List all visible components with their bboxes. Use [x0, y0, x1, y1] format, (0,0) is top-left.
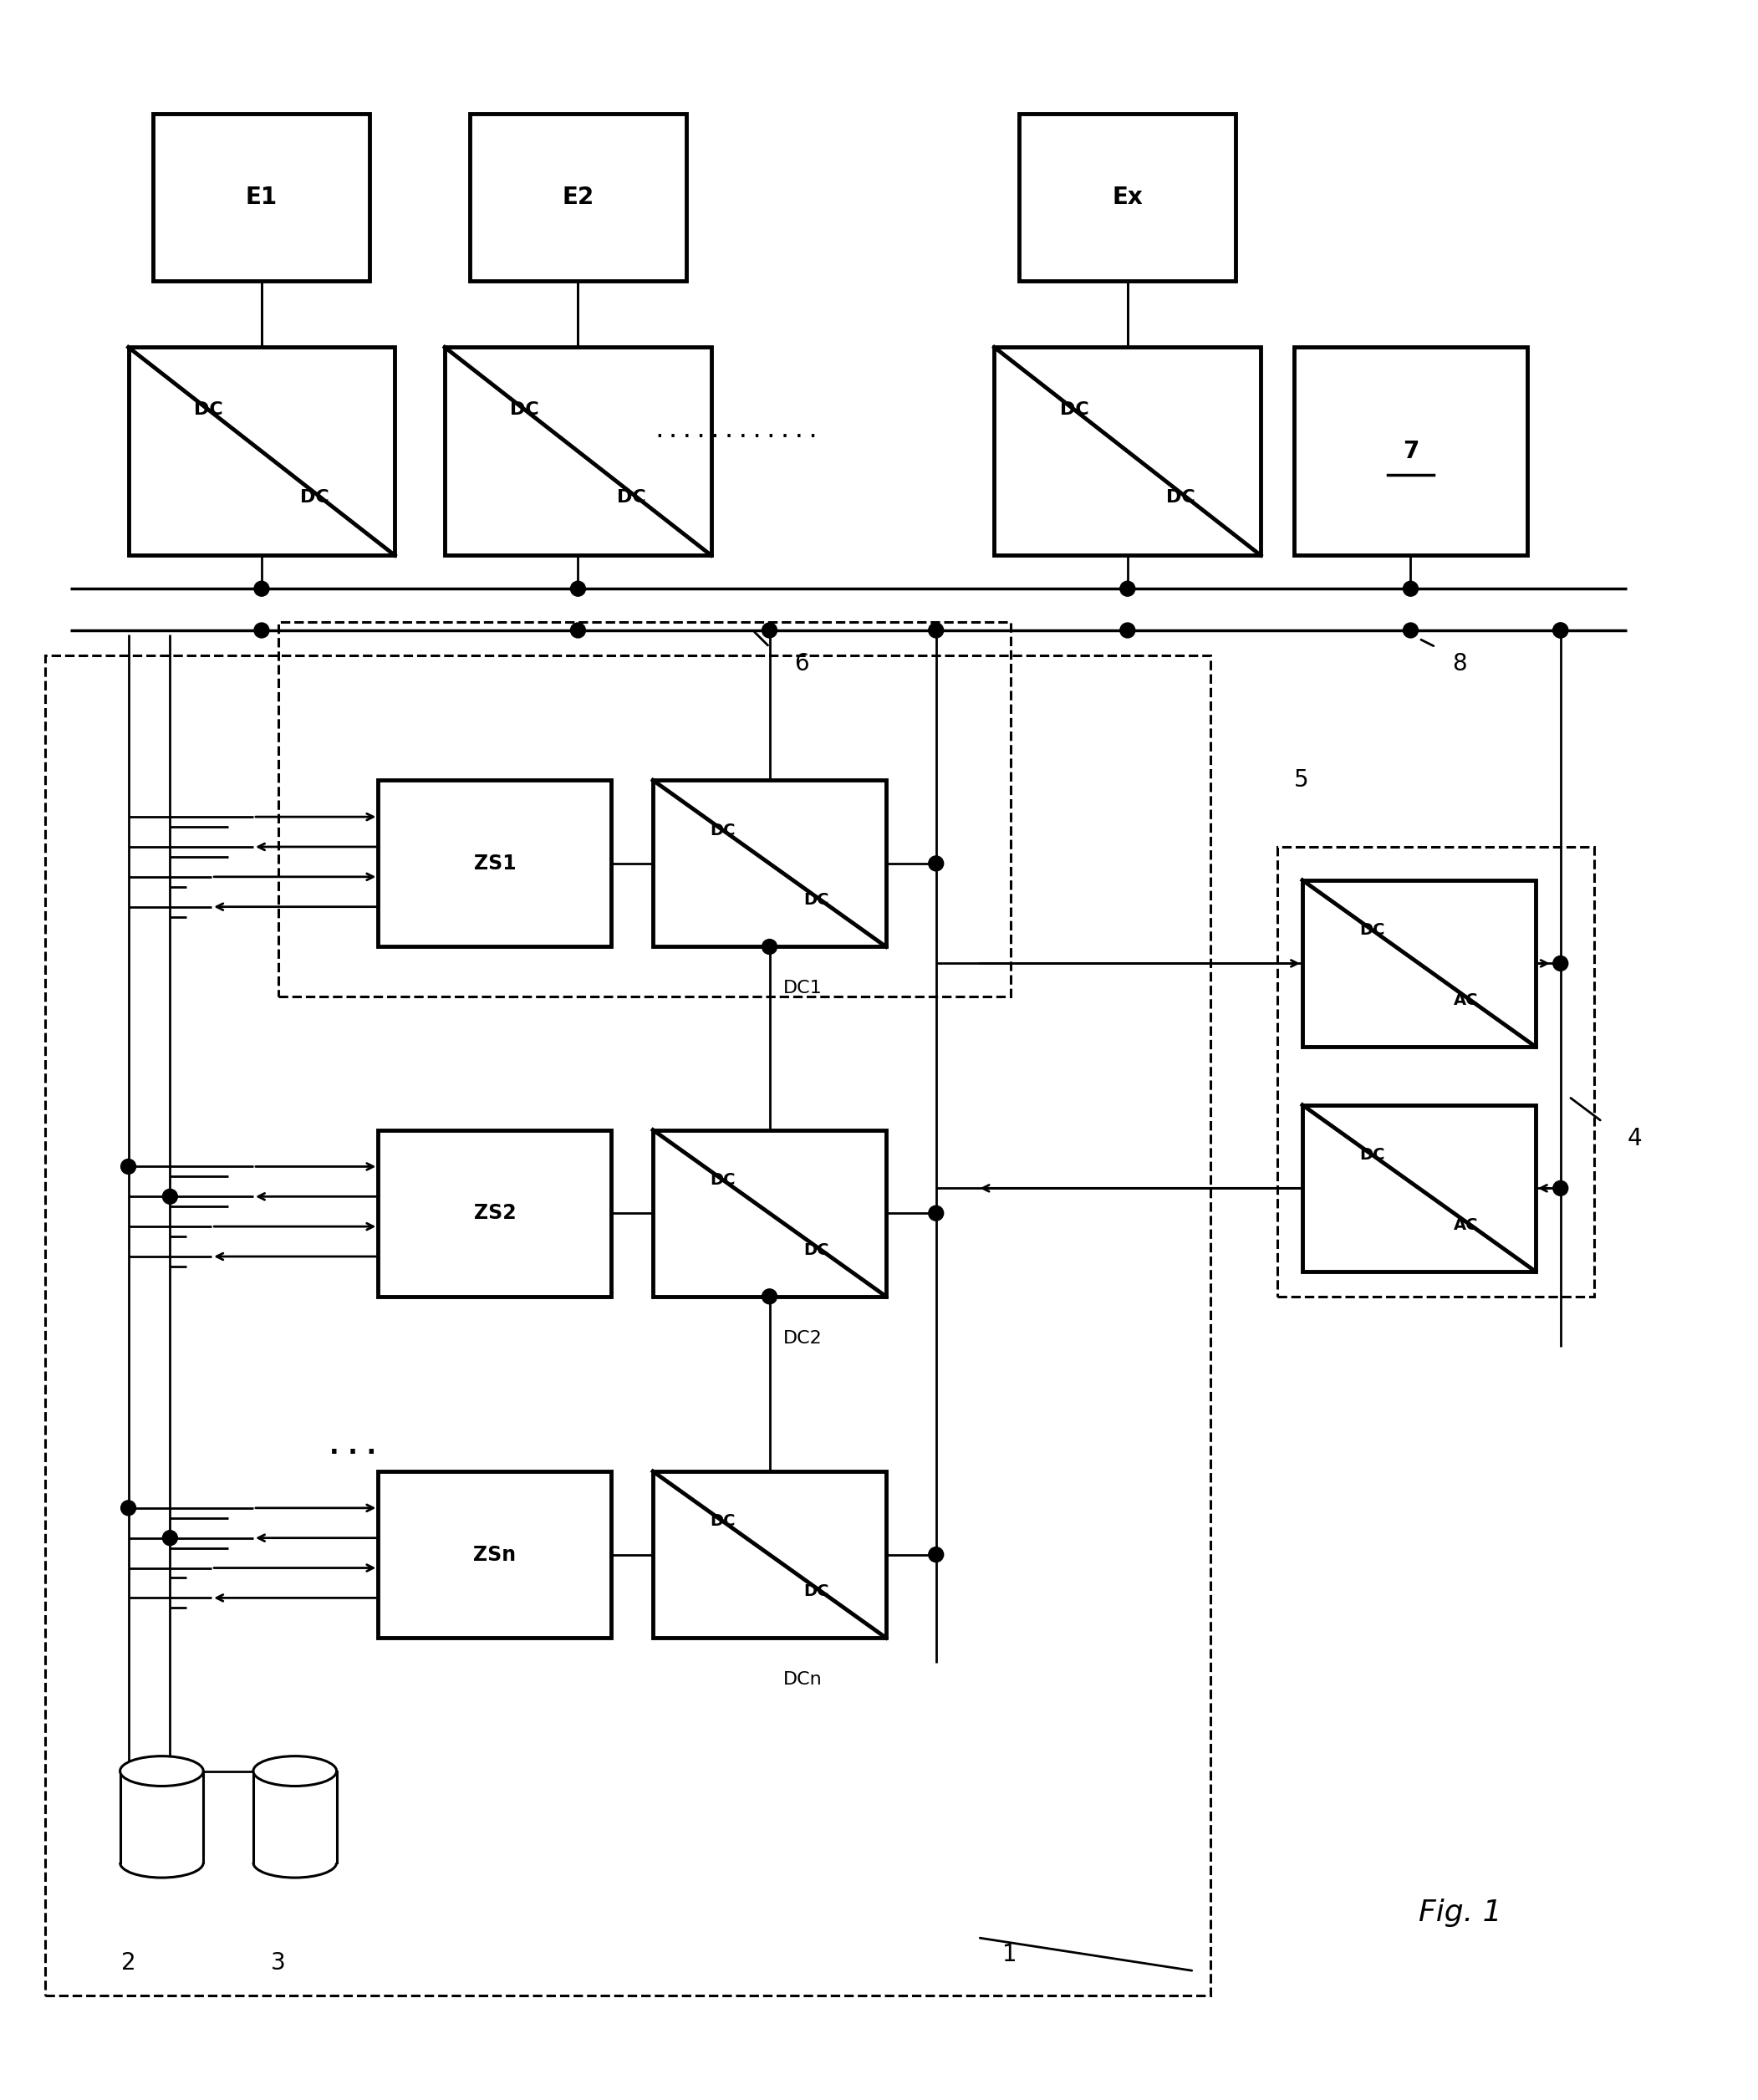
Bar: [652, 1130, 886, 1296]
Circle shape: [1403, 624, 1419, 638]
Text: 4: 4: [1628, 1126, 1642, 1151]
Text: DC2: DC2: [784, 1329, 823, 1346]
Text: E2: E2: [563, 185, 594, 210]
Circle shape: [1552, 624, 1568, 638]
Bar: [378, 781, 612, 947]
Text: DC: DC: [510, 401, 540, 418]
Text: AC: AC: [1454, 991, 1478, 1008]
Bar: [995, 346, 1260, 554]
Bar: [1303, 880, 1535, 1046]
Bar: [469, 113, 686, 281]
Text: DC: DC: [193, 401, 223, 418]
Circle shape: [1403, 582, 1419, 596]
Circle shape: [255, 582, 269, 596]
Circle shape: [571, 624, 585, 638]
Bar: [378, 1472, 612, 1638]
Circle shape: [928, 857, 944, 872]
Circle shape: [928, 1205, 944, 1220]
Text: E1: E1: [246, 185, 278, 210]
Text: . . .: . . .: [331, 1434, 376, 1460]
Text: ZS1: ZS1: [473, 853, 515, 874]
Circle shape: [761, 939, 777, 953]
Text: 8: 8: [1452, 651, 1466, 676]
Text: 6: 6: [795, 651, 809, 676]
Bar: [278, 622, 1011, 997]
Bar: [253, 1770, 336, 1863]
Circle shape: [1120, 582, 1136, 596]
Text: DC: DC: [710, 1514, 735, 1529]
Text: DC: DC: [710, 823, 735, 838]
Text: DC: DC: [803, 1241, 828, 1258]
Circle shape: [162, 1189, 178, 1203]
Text: DC: DC: [710, 1172, 735, 1189]
Circle shape: [121, 1502, 135, 1516]
Text: 1: 1: [1002, 1942, 1018, 1966]
Circle shape: [1552, 956, 1568, 970]
Circle shape: [928, 624, 944, 638]
Bar: [652, 781, 886, 947]
Text: AC: AC: [1454, 1216, 1478, 1233]
Text: Ex: Ex: [1113, 185, 1143, 210]
Bar: [445, 346, 712, 554]
Text: ............: ............: [652, 418, 821, 443]
Bar: [378, 1130, 612, 1296]
Bar: [1020, 113, 1236, 281]
Text: DC: DC: [1359, 922, 1385, 939]
Circle shape: [255, 624, 269, 638]
Circle shape: [1552, 1180, 1568, 1195]
Circle shape: [121, 1159, 135, 1174]
Bar: [153, 113, 369, 281]
Text: Fig. 1: Fig. 1: [1419, 1898, 1503, 1928]
Circle shape: [1552, 624, 1568, 638]
Text: DC: DC: [301, 489, 329, 506]
Circle shape: [761, 624, 777, 638]
Text: DC: DC: [617, 489, 645, 506]
Text: 2: 2: [121, 1951, 135, 1974]
Text: DC: DC: [1359, 1147, 1385, 1163]
Bar: [128, 346, 396, 554]
Bar: [1278, 846, 1595, 1296]
Ellipse shape: [120, 1756, 204, 1787]
Text: DCn: DCn: [784, 1672, 823, 1688]
Ellipse shape: [253, 1756, 336, 1787]
Text: DC: DC: [1166, 489, 1195, 506]
Text: 5: 5: [1294, 769, 1308, 792]
Bar: [652, 1472, 886, 1638]
Circle shape: [928, 1548, 944, 1562]
Text: 7: 7: [1403, 439, 1419, 462]
Bar: [1303, 1105, 1535, 1270]
Circle shape: [162, 1531, 178, 1546]
Text: DC: DC: [1060, 401, 1088, 418]
Text: ZSn: ZSn: [473, 1546, 517, 1564]
Circle shape: [571, 582, 585, 596]
Bar: [1294, 346, 1528, 554]
Circle shape: [761, 1289, 777, 1304]
Bar: [46, 655, 1211, 1995]
Text: 3: 3: [271, 1951, 285, 1974]
Bar: [120, 1770, 204, 1863]
Text: DC: DC: [803, 1583, 828, 1600]
Text: DC: DC: [803, 892, 828, 907]
Text: ZS2: ZS2: [473, 1203, 515, 1222]
Circle shape: [1120, 624, 1136, 638]
Text: DC1: DC1: [784, 981, 823, 997]
